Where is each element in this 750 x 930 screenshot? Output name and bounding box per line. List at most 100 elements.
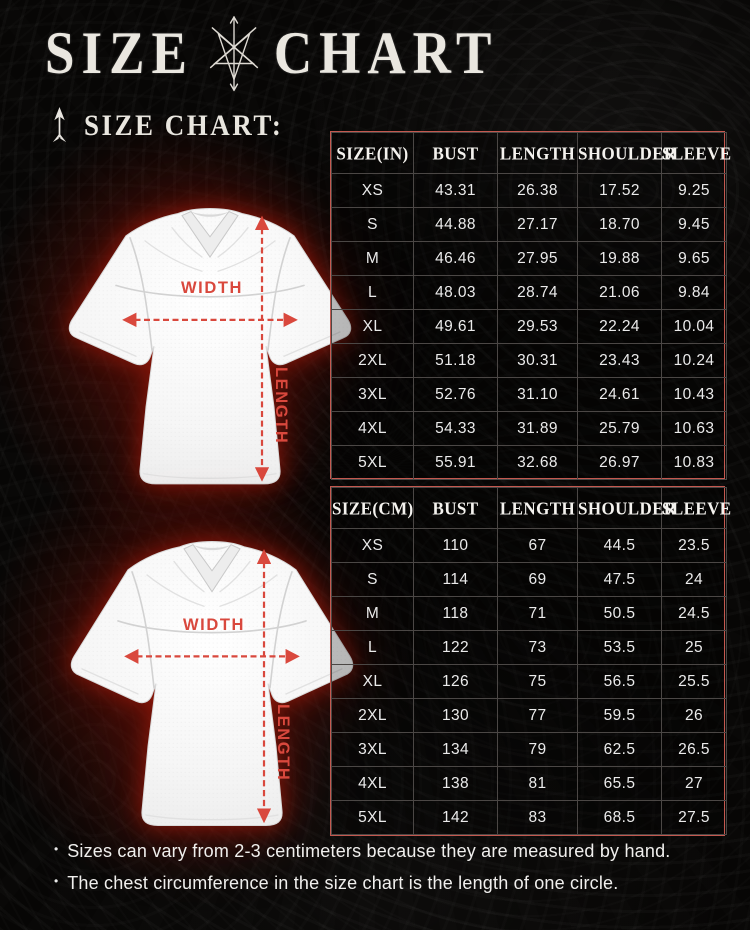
measurement-cell: 22.24 [577,309,662,344]
size-label-cell: XS [331,528,414,563]
size-row-l: L 122 73 53.5 25 [331,630,727,665]
measurement-cell: 43.31 [413,173,498,208]
size-row-xl: XL 49.61 29.53 22.24 10.04 [331,309,727,344]
length-measure-label: LENGTH [274,704,292,782]
measurement-cell: 26.5 [661,732,727,767]
size-label-cell: XS [331,173,414,208]
size-label-cell: 5XL [331,800,414,835]
page-title: SIZE CHART [45,16,499,92]
measurement-cell: 30.31 [497,343,578,378]
measurement-cell: 52.76 [413,377,498,412]
measurement-cell: 83 [497,800,578,835]
measurement-cell: 9.25 [661,173,727,208]
size-label-cell: L [331,275,414,310]
size-row-2xl: 2XL 51.18 30.31 23.43 10.24 [331,343,727,378]
jersey-illustration [50,172,370,496]
measurement-cell: 25.79 [577,411,662,446]
measurement-cell: 53.5 [577,630,662,665]
measurement-cell: 26 [661,698,727,733]
measurement-cell: 118 [413,596,498,631]
size-row-s: S 114 69 47.5 24 [331,562,727,597]
width-measure-label: WIDTH [180,279,244,297]
measurement-cell: 44.5 [577,528,662,563]
size-row-5xl: 5XL 142 83 68.5 27.5 [331,800,727,835]
length-measure-label: LENGTH [272,367,290,445]
measurement-cell: 134 [413,732,498,767]
jersey-diagram-inches: WIDTH LENGTH [50,172,370,496]
size-label-cell: 4XL [331,766,414,801]
size-label-cell: 3XL [331,377,414,412]
measurement-cell: 10.24 [661,343,727,378]
measurement-cell: 10.43 [661,377,727,412]
note-line: • Sizes can vary from 2-3 centimeters be… [54,841,671,862]
bullet-marker: • [54,842,59,856]
measurement-cell: 31.89 [497,411,578,446]
measurement-cell: 75 [497,664,578,699]
measurement-cell: 48.03 [413,275,498,310]
measurement-cell: 10.83 [661,445,727,480]
size-row-m: M 118 71 50.5 24.5 [331,596,727,631]
measurement-cell: 23.43 [577,343,662,378]
measurement-cell: 47.5 [577,562,662,597]
size-table-cm: SIZE(CM) BUST LENGTH SHOULDER SLEEVE XS 110 67 4… [330,485,731,836]
measurement-cell: 29.53 [497,309,578,344]
size-row-l: L 48.03 28.74 21.06 9.84 [331,275,727,310]
measurement-cell: 81 [497,766,578,801]
column-header-bust: BUST [413,130,498,176]
size-row-3xl: 3XL 134 79 62.5 26.5 [331,732,727,767]
measurement-cell: 25.5 [661,664,727,699]
size-label-cell: M [331,596,414,631]
note-line: • The chest circumference in the size ch… [54,873,671,894]
column-header-size-in: SIZE(IN) [331,130,414,176]
size-label-cell: 4XL [331,411,414,446]
measurement-cell: 77 [497,698,578,733]
measurement-cell: 122 [413,630,498,665]
measurement-cell: 28.74 [497,275,578,310]
measurement-cell: 31.10 [497,377,578,412]
spear-arrow-icon [52,106,67,143]
measurement-cell: 110 [413,528,498,563]
title-word-chart: CHART [273,20,499,87]
measurement-cell: 79 [497,732,578,767]
column-header-sleeve: SLEEVE [661,130,731,176]
measurement-cell: 142 [413,800,498,835]
column-header-length: LENGTH [497,130,578,176]
size-label-cell: 3XL [331,732,414,767]
measurement-cell: 23.5 [661,528,727,563]
measurement-cell: 17.52 [577,173,662,208]
measurement-cell: 49.61 [413,309,498,344]
column-header-shoulder: SHOULDER [577,485,676,531]
size-label-cell: S [331,562,414,597]
measurement-cell: 9.45 [661,207,727,242]
title-word-size: SIZE [45,20,194,87]
measurement-cell: 126 [413,664,498,699]
column-header-bust: BUST [413,485,498,531]
table-header-row: SIZE(CM) BUST LENGTH SHOULDER SLEEVE [331,485,731,531]
size-table-inches: SIZE(IN) BUST LENGTH SHOULDER SLEEVE XS 43.31 2… [330,130,731,480]
size-label-cell: S [331,207,414,242]
measurement-cell: 26.97 [577,445,662,480]
note-text: The chest circumference in the size char… [67,873,619,893]
measurement-cell: 18.70 [577,207,662,242]
measurement-cell: 27.17 [497,207,578,242]
measurement-cell: 19.88 [577,241,662,276]
size-table: SIZE(CM) BUST LENGTH SHOULDER SLEEVE XS 110 67 4… [331,485,731,835]
size-row-xl: XL 126 75 56.5 25.5 [331,664,727,699]
size-label-cell: 2XL [331,343,414,378]
measurement-cell: 65.5 [577,766,662,801]
size-label-cell: 5XL [331,445,414,480]
section-heading-label: SIZE CHART: [84,107,284,141]
jersey-illustration [52,504,372,838]
column-header-size-cm: SIZE(CM) [331,485,414,531]
size-row-5xl: 5XL 55.91 32.68 26.97 10.83 [331,445,727,480]
column-header-shoulder: SHOULDER [577,130,676,176]
measurement-cell: 46.46 [413,241,498,276]
measurement-cell: 27.5 [661,800,727,835]
measurement-cell: 24.61 [577,377,662,412]
size-label-cell: XL [331,664,414,699]
measurement-cell: 138 [413,766,498,801]
measurement-cell: 54.33 [413,411,498,446]
measurement-cell: 56.5 [577,664,662,699]
section-heading: SIZE CHART: [48,106,283,144]
